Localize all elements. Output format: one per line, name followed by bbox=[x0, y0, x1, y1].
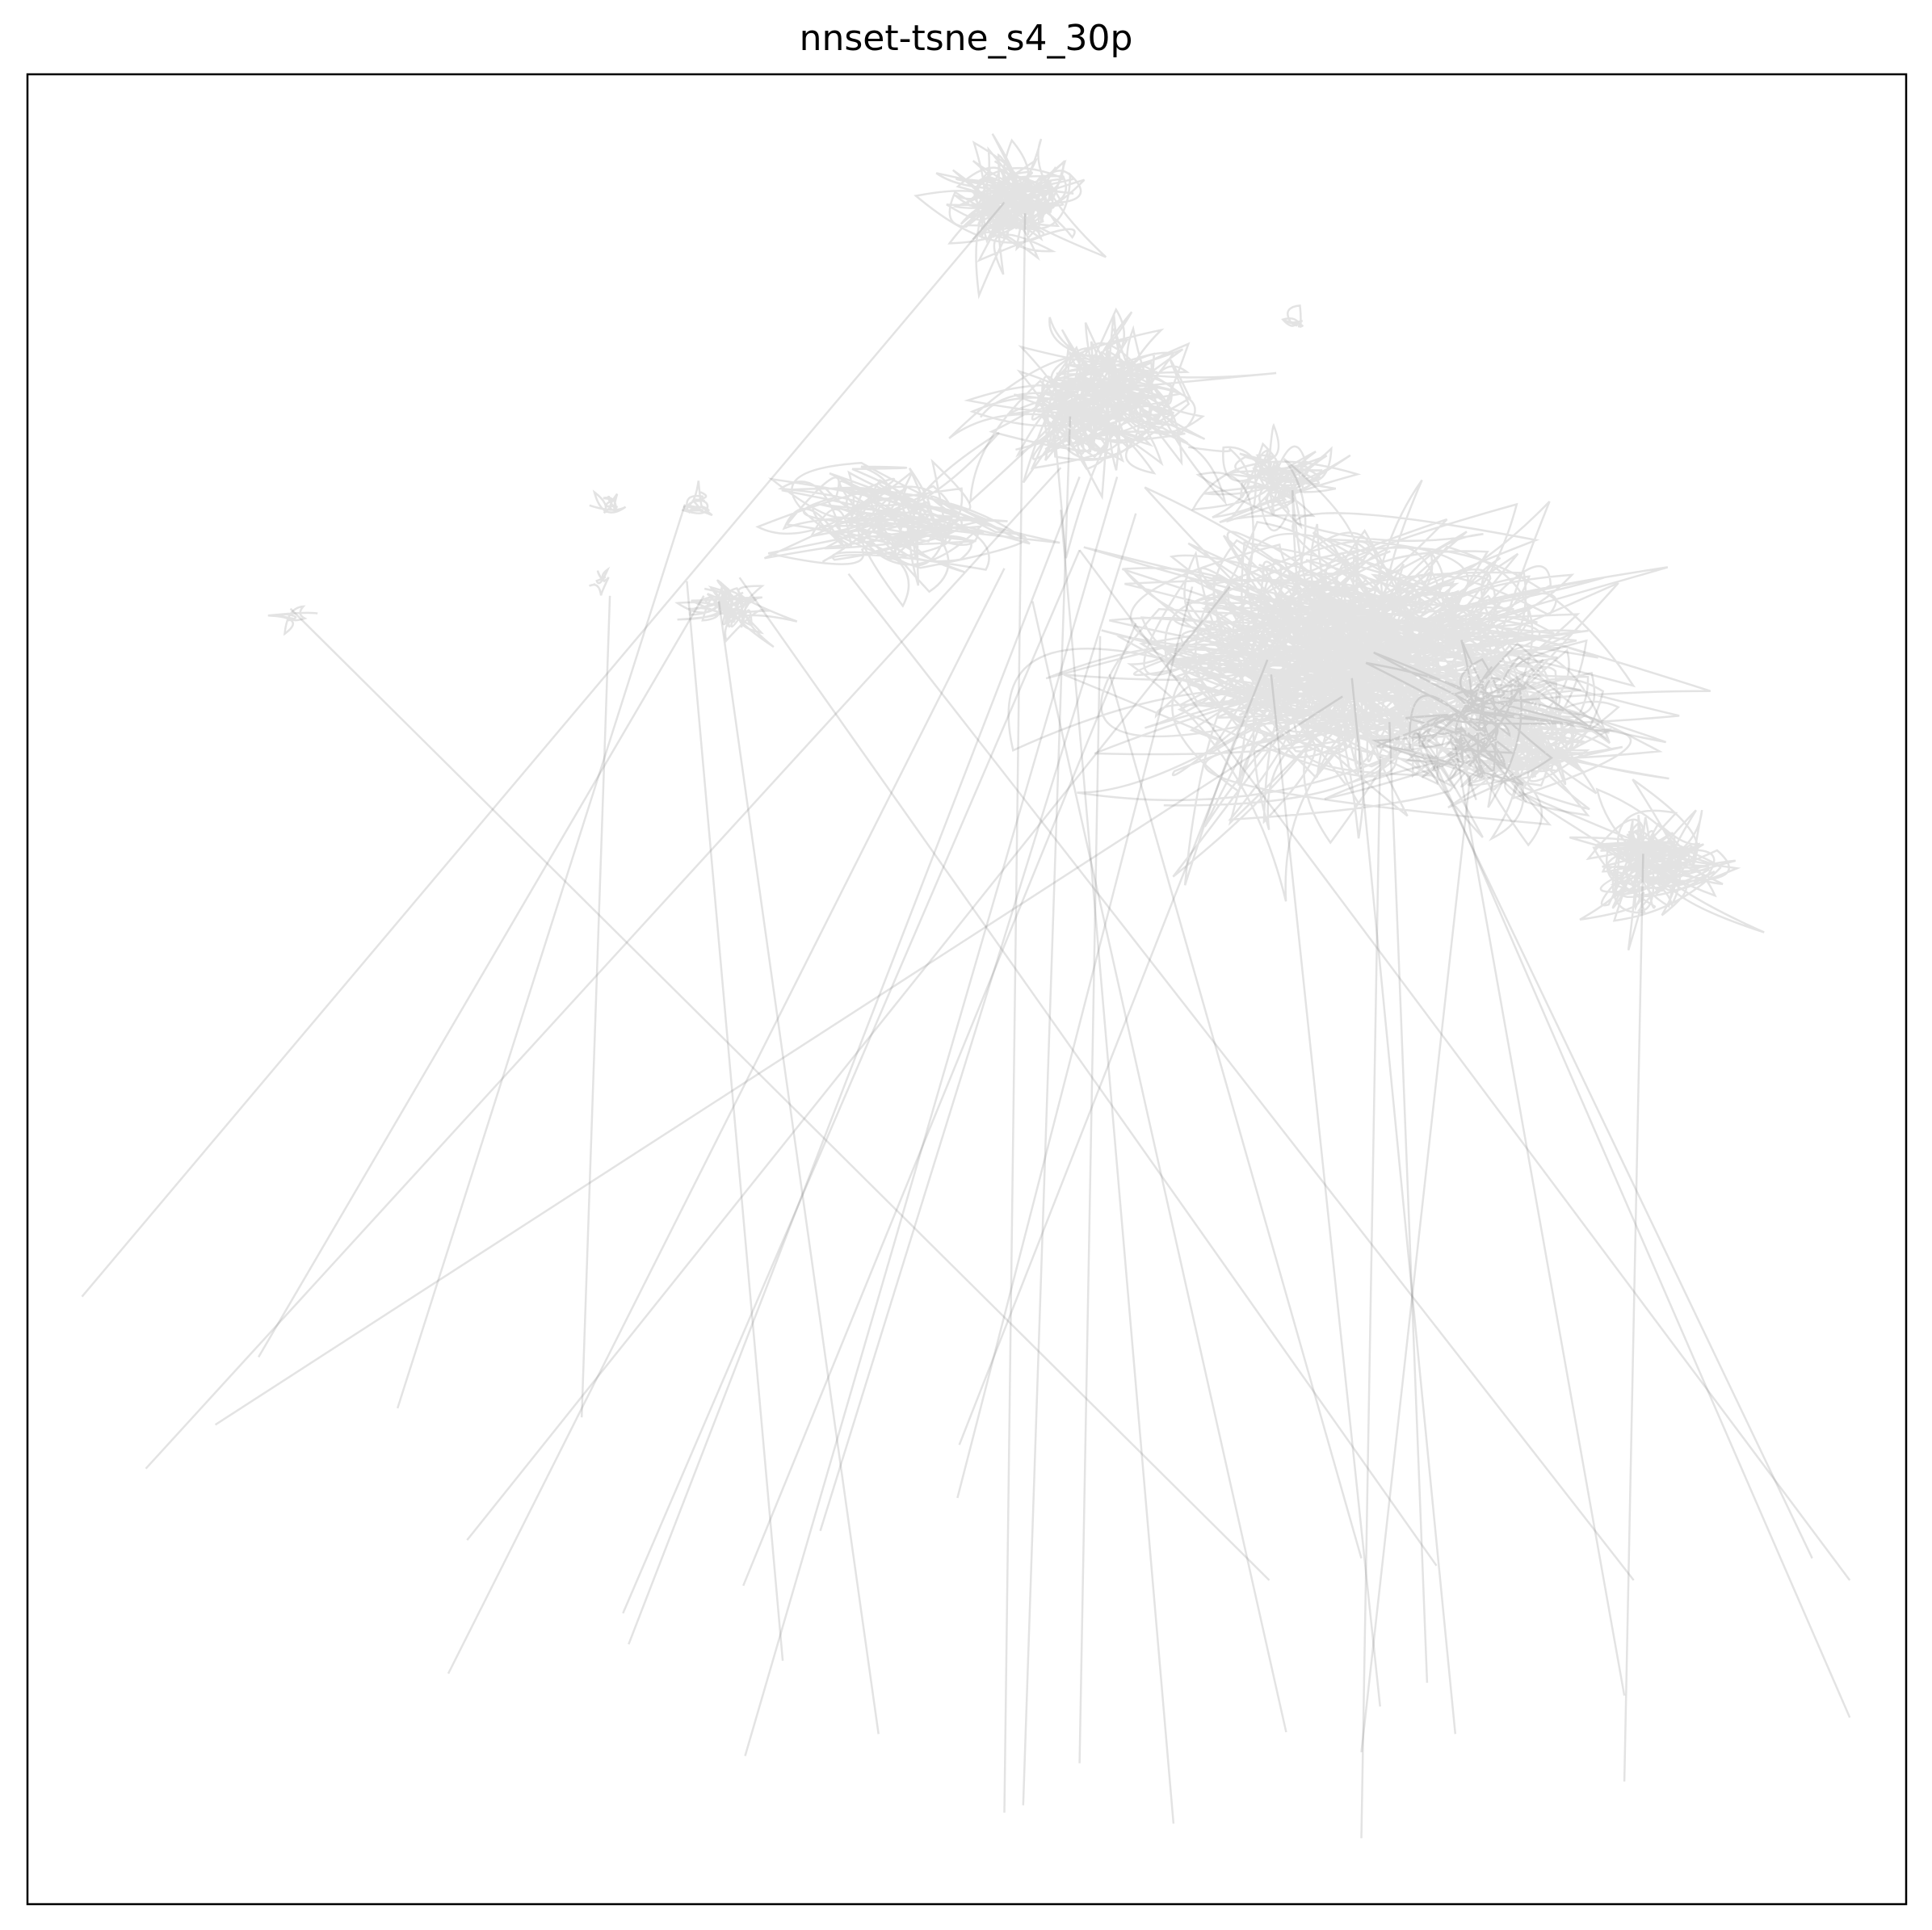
cluster-trajectory-12 bbox=[267, 605, 318, 636]
trajectory-segment-33 bbox=[1417, 732, 1813, 1559]
trajectory-segment-13 bbox=[738, 577, 1438, 1567]
trajectory-segment-15 bbox=[956, 586, 1194, 1499]
trajectory-segment-26 bbox=[1270, 674, 1381, 1707]
trajectory-segment-16 bbox=[1003, 213, 1027, 1813]
trajectory-segment-12 bbox=[819, 513, 1137, 1532]
trajectory-segment-8 bbox=[686, 581, 784, 1661]
trajectory-segment-0 bbox=[81, 201, 1006, 1298]
cluster-trajectory-9 bbox=[681, 480, 713, 517]
chart-title: nnset-tsne_s4_30p bbox=[799, 18, 1133, 59]
trajectory-segment-30 bbox=[1360, 774, 1472, 1753]
cluster-trajectory-2 bbox=[1188, 422, 1362, 532]
cluster-trajectory-11 bbox=[1281, 304, 1304, 328]
trajectory-segment-11 bbox=[622, 549, 1081, 1614]
cluster-trajectory-5 bbox=[1518, 778, 1765, 951]
trajectory-segment-20 bbox=[744, 476, 1119, 1756]
trajectory-segment-21 bbox=[628, 476, 1081, 1645]
cluster-trajectory-4 bbox=[1324, 639, 1670, 847]
cluster-trajectory-7 bbox=[674, 579, 798, 648]
trajectory-segment-1 bbox=[258, 595, 705, 1358]
trajectory-segment-24 bbox=[1078, 636, 1102, 1764]
trajectory-segment-9 bbox=[717, 601, 880, 1735]
trajectory-segment-35 bbox=[1078, 549, 1851, 1581]
cluster-trajectory-0 bbox=[914, 133, 1107, 300]
trajectory-segment-4 bbox=[289, 607, 1270, 1581]
trajectory-segment-22 bbox=[1022, 416, 1072, 1806]
trajectory-segment-7 bbox=[580, 595, 611, 1418]
trajectory-segment-27 bbox=[1350, 678, 1457, 1735]
trajectory-segment-14 bbox=[847, 573, 1635, 1581]
trajectory-segment-10 bbox=[447, 568, 1006, 1675]
cluster-trajectory-6 bbox=[755, 431, 1060, 608]
trajectory-segment-5 bbox=[397, 504, 687, 1409]
cluster-trajectory-1 bbox=[948, 307, 1277, 559]
trajectory-segment-25 bbox=[1108, 673, 1363, 1559]
trajectory-segment-18 bbox=[1060, 510, 1175, 1824]
trajectory-segment-6 bbox=[466, 585, 1231, 1541]
trajectory-segment-3 bbox=[214, 695, 1343, 1426]
trajectory-segment-2 bbox=[145, 467, 1062, 1470]
trajectory-segment-28 bbox=[1360, 757, 1381, 1839]
trajectory-segment-19 bbox=[742, 623, 1137, 1587]
trajectory-segment-34 bbox=[1623, 854, 1644, 1782]
cluster-trajectory-8 bbox=[589, 489, 627, 514]
trajectory-segment-23 bbox=[1031, 601, 1287, 1733]
axes-frame bbox=[26, 73, 1908, 1906]
trajectory-lines bbox=[81, 133, 1851, 1839]
trajectory-segment-32 bbox=[1435, 766, 1851, 1718]
trajectory-segment-29 bbox=[1388, 722, 1429, 1683]
trajectory-segment-17 bbox=[958, 659, 1269, 1445]
cluster-trajectory-10 bbox=[589, 566, 611, 596]
trajectory-segment-31 bbox=[1454, 745, 1626, 1696]
cluster-trajectory-3 bbox=[1007, 458, 1712, 902]
